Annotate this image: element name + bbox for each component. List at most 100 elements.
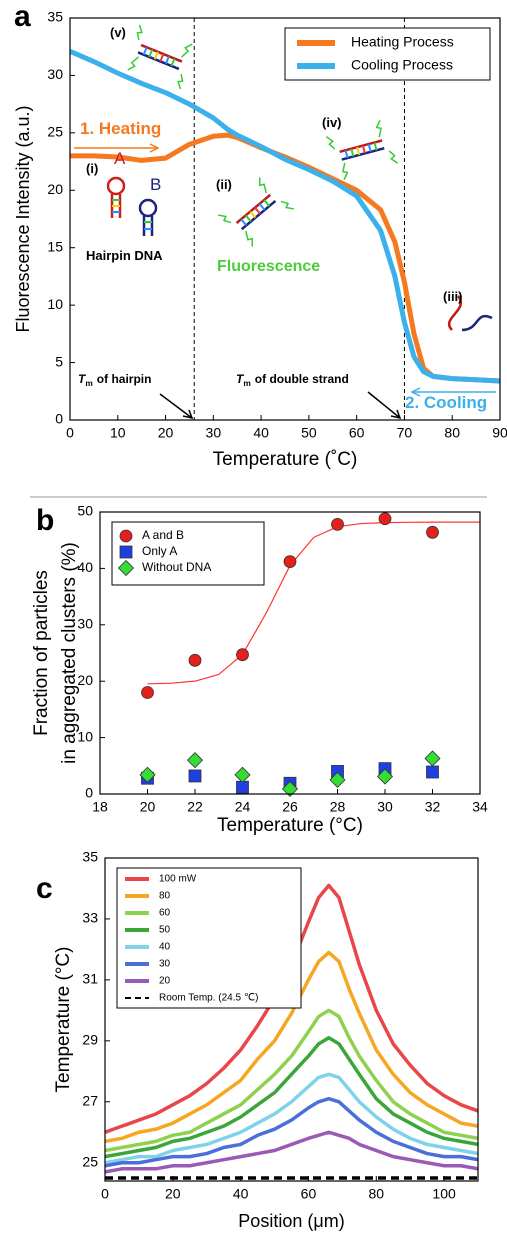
y-tick-label: 30	[77, 616, 93, 632]
x-tick-label: 40	[233, 1186, 249, 1202]
y-tick-label: 10	[77, 728, 93, 744]
data-point	[186, 752, 204, 769]
y-tick-label: 25	[47, 124, 63, 140]
y-tick-label: 25	[82, 1153, 98, 1169]
x-tick-label: 60	[301, 1186, 317, 1202]
x-axis-label: Position (μm)	[238, 1211, 344, 1231]
annotation-part: (i)	[86, 161, 98, 176]
data-line	[105, 950, 478, 1144]
legend: Heating Process Cooling Process	[284, 27, 491, 81]
annotation-part: 1. Heating	[80, 119, 161, 138]
x-tick-label: 28	[330, 799, 346, 815]
annotation: (v)	[110, 25, 126, 40]
legend-label: Cooling Process	[351, 57, 453, 73]
panel-label: a	[14, 0, 31, 33]
legend: 100 mW 80 60 50 40 30 20 Room Temp. (24.5 ℃)	[116, 867, 302, 1009]
annotation-part: Fluorescence	[217, 258, 320, 275]
legend-label: Without DNA	[142, 560, 211, 574]
data-point	[188, 769, 202, 783]
y-axis-label: Temperature (°C)	[53, 947, 74, 1093]
data-line	[105, 1036, 478, 1159]
annotation-part: of double strand	[255, 372, 349, 386]
x-tick-label: 10	[110, 425, 126, 441]
x-tick-label: 34	[472, 799, 488, 815]
y-axis-label: Fluorescence Intensity (a.u.)	[13, 105, 33, 332]
x-tick-label: 30	[206, 425, 222, 441]
data-line	[105, 1130, 478, 1174]
legend-label: 30	[159, 959, 171, 970]
annotation-part: (iv)	[322, 115, 342, 130]
annotation: Fluorescence	[217, 258, 320, 275]
panel-label: c	[36, 872, 53, 905]
legend-swatch	[119, 529, 133, 543]
data-line	[105, 1008, 478, 1153]
annotation-part: m	[243, 378, 250, 388]
legend-label: 20	[159, 976, 171, 987]
annotation-part: Hairpin DNA	[86, 248, 163, 263]
x-tick-label: 70	[397, 425, 413, 441]
legend-label: Room Temp. (24.5 ℃)	[159, 993, 258, 1004]
legend-swatch	[119, 545, 133, 559]
annotation: B	[150, 175, 161, 194]
panel-label: b	[36, 504, 54, 537]
data-point	[234, 766, 251, 783]
y-axis-label: Fraction of particles	[31, 570, 52, 736]
plot-frame	[104, 857, 479, 1182]
data-point	[281, 780, 299, 797]
annotation-part: m	[85, 378, 92, 388]
y-tick-label: 0	[55, 411, 63, 427]
x-tick-label: 40	[253, 425, 269, 441]
data-line	[105, 1096, 478, 1168]
x-tick-label: 50	[301, 425, 317, 441]
plot-frame	[69, 17, 501, 421]
x-tick-label: 20	[140, 799, 156, 815]
x-tick-label: 0	[101, 1186, 109, 1202]
annotation-part: A	[114, 149, 126, 168]
annotation: A	[114, 149, 126, 168]
legend: A and B Only A Without DNA	[111, 521, 265, 586]
panel: b 18 20 22 24 26 28 30 32 34 0 10 20 30 40 50 Temperatur…	[31, 503, 488, 836]
x-tick-label: 26	[282, 799, 298, 815]
hairpin-a-icon	[106, 176, 126, 218]
x-tick-label: 32	[425, 799, 441, 815]
y-tick-label: 30	[47, 66, 63, 82]
data-line	[105, 883, 478, 1134]
annotation: Tm of double strand	[236, 372, 349, 388]
annotation-part: of hairpin	[97, 372, 152, 386]
y-tick-label: 40	[77, 559, 93, 575]
y-tick-label: 50	[77, 503, 93, 519]
legend-label: 40	[159, 942, 171, 953]
y-tick-label: 33	[82, 910, 98, 926]
y-axis-label: in aggregated clusters (%)	[59, 542, 80, 764]
y-tick-label: 10	[47, 296, 63, 312]
y-tick-label: 35	[82, 849, 98, 865]
x-tick-label: 18	[92, 799, 108, 815]
annotation: Tm of hairpin	[78, 372, 151, 388]
data-line	[105, 1072, 478, 1165]
single-strand-icon	[448, 295, 493, 332]
data-point	[141, 686, 154, 699]
legend-box	[111, 521, 265, 586]
legend-box	[284, 27, 491, 81]
annotation: (i)	[86, 161, 98, 176]
annotation-part: T	[78, 372, 87, 386]
x-axis-label: Temperature (°C)	[217, 815, 363, 836]
data-point	[139, 766, 156, 783]
legend-label: Only A	[142, 544, 177, 558]
data-line	[70, 49, 500, 384]
y-tick-label: 35	[47, 9, 63, 25]
data-point	[376, 768, 394, 785]
annotation: (iv)	[322, 115, 342, 130]
y-tick-label: 15	[47, 238, 63, 254]
y-tick-label: 29	[82, 1032, 98, 1048]
arrows	[74, 143, 496, 420]
panel: a 0 10 20 30 40 50 60 70 80 90 0 5 10 15 20 25 30 35 Temper…	[13, 0, 507, 470]
annotation-part: (v)	[110, 25, 126, 40]
legend-box	[116, 867, 302, 1009]
y-tick-label: 5	[55, 353, 63, 369]
data-point	[236, 648, 249, 662]
annotation: (ii)	[216, 177, 232, 192]
x-tick-label: 0	[66, 425, 74, 441]
